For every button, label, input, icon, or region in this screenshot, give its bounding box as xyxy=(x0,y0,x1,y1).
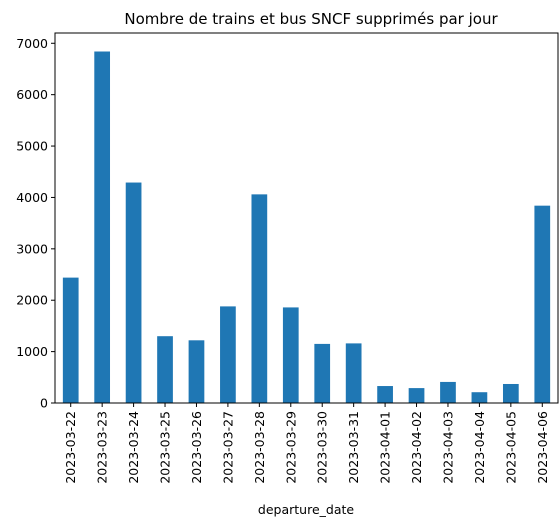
bar-2023-03-27 xyxy=(220,306,236,403)
bar-2023-03-23 xyxy=(94,51,111,403)
chart-title: Nombre de trains et bus SNCF supprimés p… xyxy=(124,10,498,28)
y-axis: 0 1000 2000 3000 4000 5000 6000 7000 xyxy=(16,36,55,411)
bar-2023-04-04 xyxy=(471,392,488,403)
bar-2023-04-01 xyxy=(377,386,393,403)
y-tick-label: 1000 xyxy=(16,344,48,359)
x-axis: 2023-03-22 2023-03-23 2023-03-24 2023-03-25… xyxy=(63,403,550,484)
plot-frame xyxy=(54,32,559,404)
y-tick-label: 2000 xyxy=(16,293,48,308)
x-tick-label: 2023-04-04 xyxy=(472,411,487,484)
bar-2023-03-31 xyxy=(345,343,362,403)
bar-2023-04-02 xyxy=(408,388,425,403)
bar-2023-04-03 xyxy=(440,381,456,403)
x-tick-label: 2023-03-24 xyxy=(126,411,141,484)
bar-2023-03-22 xyxy=(62,277,79,403)
x-tick-label: 2023-03-30 xyxy=(315,411,330,484)
x-axis-label: departure_date xyxy=(258,502,354,517)
x-tick-label: 2023-04-02 xyxy=(409,411,424,484)
x-tick-label: 2023-04-01 xyxy=(378,411,393,484)
x-tick-label: 2023-04-06 xyxy=(535,411,550,484)
bar-2023-03-25 xyxy=(157,336,173,403)
y-tick-label: 4000 xyxy=(16,190,48,205)
x-tick-label: 2023-03-25 xyxy=(158,411,173,484)
y-tick-label: 6000 xyxy=(16,87,48,102)
bar-2023-03-30 xyxy=(314,343,331,403)
bar-2023-04-06 xyxy=(534,205,551,403)
bar-2023-03-24 xyxy=(125,182,142,403)
bar-2023-04-05 xyxy=(502,383,519,403)
bar-2023-03-26 xyxy=(188,340,205,403)
x-tick-label: 2023-03-26 xyxy=(189,411,204,484)
y-tick-label: 7000 xyxy=(16,36,48,51)
x-tick-label: 2023-03-28 xyxy=(252,411,267,484)
x-tick-label: 2023-04-05 xyxy=(503,411,518,484)
y-tick-label: 0 xyxy=(40,396,48,411)
bars-group xyxy=(62,51,551,403)
x-tick-label: 2023-04-03 xyxy=(440,411,455,484)
x-tick-label: 2023-03-29 xyxy=(283,411,298,484)
y-tick-label: 3000 xyxy=(16,241,48,256)
bar-2023-03-28 xyxy=(251,194,268,403)
x-tick-label: 2023-03-27 xyxy=(220,411,235,484)
bar-2023-03-29 xyxy=(282,307,299,403)
x-tick-label: 2023-03-22 xyxy=(63,411,78,484)
y-tick-label: 5000 xyxy=(16,139,48,154)
x-tick-label: 2023-03-23 xyxy=(95,411,110,484)
x-tick-label: 2023-03-31 xyxy=(346,411,361,484)
